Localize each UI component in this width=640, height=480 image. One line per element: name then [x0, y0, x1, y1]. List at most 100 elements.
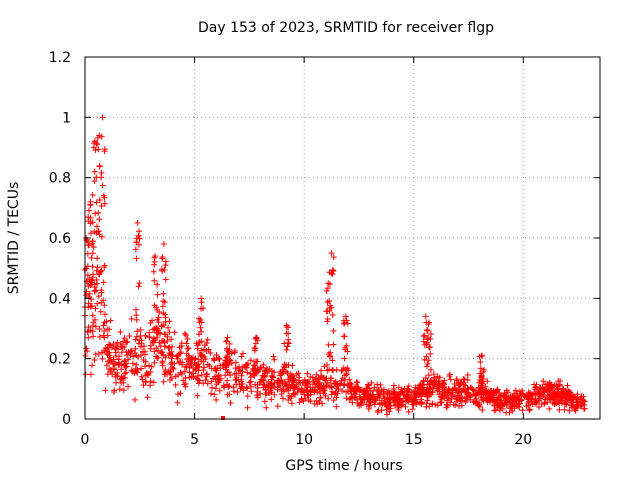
data-point [568, 394, 575, 401]
data-point [222, 372, 229, 379]
data-point [555, 390, 562, 397]
data-point [151, 277, 158, 284]
data-point [154, 306, 161, 313]
data-point [485, 396, 492, 403]
data-point [151, 325, 158, 332]
data-point [436, 391, 443, 398]
data-point [487, 387, 494, 394]
data-point [88, 254, 95, 261]
data-point [120, 379, 127, 386]
data-point [186, 369, 193, 376]
data-point [151, 302, 158, 309]
outlier-point [221, 416, 226, 420]
data-point [309, 374, 316, 381]
data-point [380, 399, 387, 406]
data-point [104, 344, 111, 351]
data-point [571, 405, 578, 412]
data-point [579, 396, 586, 403]
data-point [169, 364, 176, 371]
data-point [280, 363, 287, 370]
data-point [127, 352, 134, 359]
data-point [196, 319, 203, 326]
data-point [565, 387, 572, 394]
data-point [554, 385, 561, 392]
data-point [271, 391, 278, 398]
data-point [339, 387, 346, 394]
data-point [536, 403, 543, 410]
data-point [159, 362, 166, 369]
data-point [515, 401, 522, 408]
data-point [324, 379, 331, 386]
data-point [368, 379, 375, 386]
data-point [157, 343, 164, 350]
data-point [92, 210, 99, 217]
data-point [88, 302, 95, 309]
data-point [121, 335, 128, 342]
data-point [288, 373, 295, 380]
data-point [285, 330, 292, 337]
data-point [574, 396, 581, 403]
data-point [328, 250, 335, 257]
data-point [427, 366, 434, 373]
data-point [114, 339, 121, 346]
data-point [374, 408, 381, 415]
data-point [501, 397, 508, 404]
data-point [111, 365, 118, 372]
data-point [423, 353, 430, 360]
data-point [151, 258, 158, 265]
data-point [178, 361, 185, 368]
data-point [96, 162, 103, 169]
data-point [83, 288, 90, 295]
data-point [166, 350, 173, 357]
data-point [85, 242, 92, 249]
data-point [484, 395, 491, 402]
data-point [380, 393, 387, 400]
data-point [438, 396, 445, 403]
data-point [414, 385, 421, 392]
x-tick-label: 10 [295, 432, 313, 448]
data-point [352, 388, 359, 395]
data-point [286, 378, 293, 385]
data-point [92, 316, 99, 323]
data-point [177, 390, 184, 397]
data-point [133, 316, 140, 323]
data-point [566, 407, 573, 414]
data-point [98, 233, 105, 240]
data-point [295, 370, 302, 377]
data-point [224, 377, 231, 384]
data-point [551, 400, 558, 407]
data-point [99, 114, 106, 121]
data-point [168, 355, 175, 362]
data-point [427, 350, 434, 357]
data-point [477, 365, 484, 372]
data-point [93, 280, 100, 287]
data-point [477, 370, 484, 377]
data-point [195, 339, 202, 346]
data-point [496, 390, 503, 397]
data-point [516, 397, 523, 404]
data-point [283, 386, 290, 393]
data-point [199, 305, 206, 312]
data-point [394, 391, 401, 398]
data-point [307, 398, 314, 405]
data-point [458, 379, 465, 386]
data-point [457, 380, 464, 387]
data-point [298, 395, 305, 402]
data-point [224, 352, 231, 359]
data-point [153, 353, 160, 360]
data-point [230, 388, 237, 395]
data-point [452, 385, 459, 392]
data-point [116, 386, 123, 393]
data-point [435, 383, 442, 390]
data-point [313, 397, 320, 404]
data-point [188, 355, 195, 362]
data-point [142, 358, 149, 365]
data-point [516, 403, 523, 410]
data-point [533, 383, 540, 390]
data-point [333, 403, 340, 410]
data-point [507, 399, 514, 406]
data-point [327, 353, 334, 360]
data-point [384, 389, 391, 396]
data-point [232, 365, 239, 372]
data-point [135, 241, 142, 248]
